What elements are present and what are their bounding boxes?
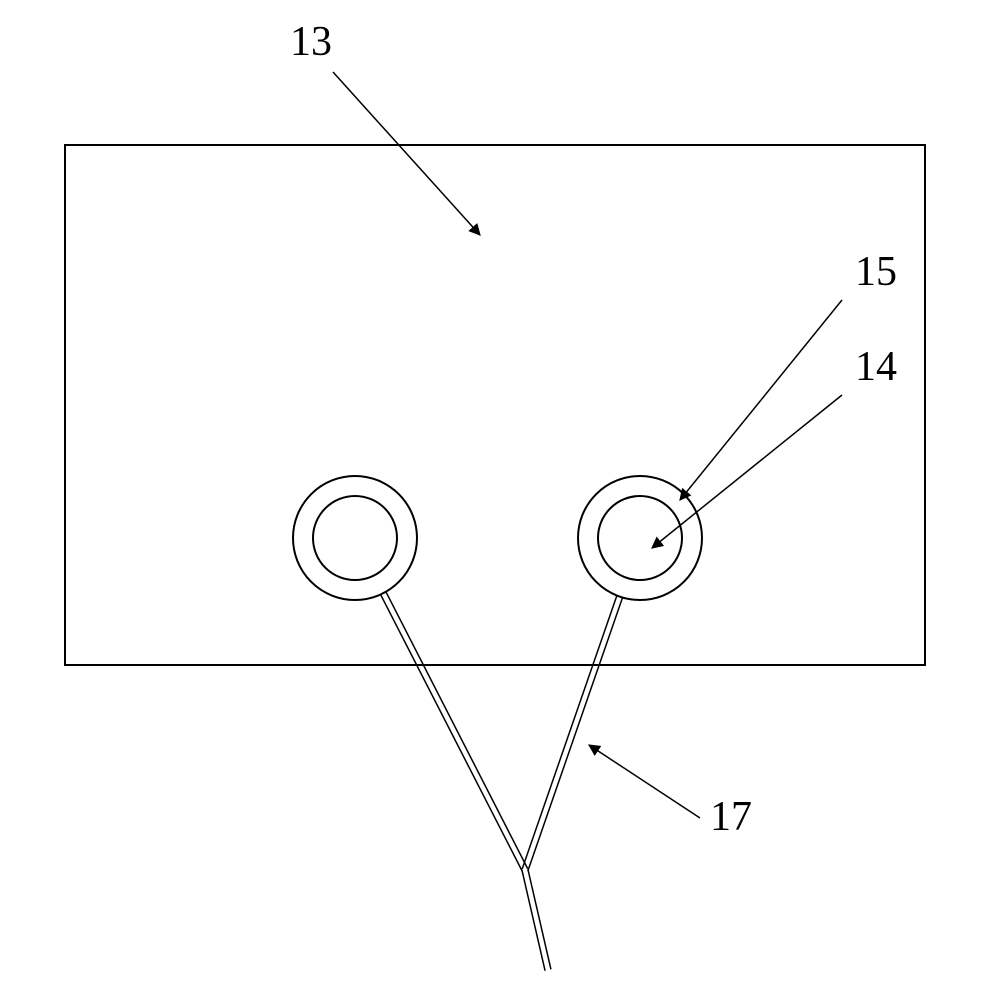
label-17: 17 bbox=[710, 794, 752, 840]
right-inner-circle bbox=[598, 496, 682, 580]
label-13: 13 bbox=[290, 19, 332, 65]
leader-13 bbox=[333, 72, 480, 235]
tube-left bbox=[386, 592, 528, 869]
right-outer-circle bbox=[578, 476, 702, 600]
tube-tail bbox=[528, 869, 551, 969]
main-rect bbox=[65, 145, 925, 665]
left-inner-circle bbox=[313, 496, 397, 580]
label-15: 15 bbox=[855, 249, 897, 295]
tube-left bbox=[381, 595, 523, 872]
left-outer-circle bbox=[293, 476, 417, 600]
leader-17 bbox=[589, 745, 700, 818]
tube-right bbox=[522, 596, 617, 869]
tube-right bbox=[528, 598, 623, 871]
label-14: 14 bbox=[855, 344, 897, 390]
tube-tail bbox=[522, 871, 545, 971]
leader-15 bbox=[680, 300, 842, 500]
